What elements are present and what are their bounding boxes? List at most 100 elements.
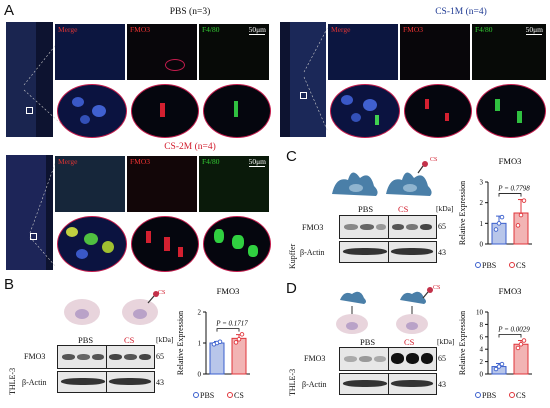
- data-point: [493, 227, 499, 232]
- overview-image-cs-2m: [6, 155, 53, 270]
- roi-marker: [30, 233, 37, 240]
- group-title-cs-1m: CS-1M (n=4): [435, 7, 487, 17]
- cs-marker-label: CS: [158, 290, 166, 296]
- data-point: [236, 337, 242, 342]
- treatment-cs-label: CS: [124, 335, 135, 345]
- zoom-guide-lines: [303, 26, 329, 133]
- western-blot-actin: [57, 371, 155, 393]
- legend-label-cs: CS: [234, 391, 244, 400]
- mw-65: 65: [156, 352, 164, 361]
- scale-bar-label: 50μm: [525, 25, 543, 34]
- mw-43: 43: [156, 378, 164, 387]
- data-point: [217, 339, 223, 345]
- bar-cs: [513, 212, 529, 245]
- significance-bracket: [498, 334, 522, 338]
- data-point: [518, 212, 524, 218]
- data-point: [496, 221, 502, 226]
- band-label-fmo3: FMO3: [302, 223, 324, 232]
- bar-chart-c: FMO3 Relative Expression 0 1 2 3 P = 0.7798 PBS…: [458, 156, 532, 270]
- data-point: [515, 223, 521, 228]
- y-tick-label: 8: [480, 321, 484, 329]
- legend-label-cs: CS: [516, 261, 526, 270]
- cs-marker-label: CS: [430, 157, 438, 163]
- hepatocyte-cartoon: [64, 291, 159, 325]
- legend-label-pbs: PBS: [200, 391, 214, 400]
- scale-bar-label: 50μm: [248, 157, 266, 166]
- zoom-circle-f480-cs-1m: [476, 84, 546, 138]
- legend-label-pbs: PBS: [482, 391, 496, 400]
- panel-letter-d: D: [286, 280, 297, 297]
- chart-title: FMO3: [499, 156, 522, 166]
- scale-bar-label: 50μm: [248, 25, 266, 34]
- roi-marker: [300, 92, 307, 99]
- legend-marker-cs: [227, 392, 233, 398]
- band-label-actin: β-Actin: [300, 248, 325, 257]
- image-merge-pbs: Merge: [55, 24, 125, 80]
- band-label-fmo3: FMO3: [24, 352, 46, 361]
- mw-43: 43: [438, 380, 446, 389]
- data-point: [233, 340, 239, 345]
- y-tick-label: 10: [476, 309, 484, 317]
- p-value-label: P = 0.0029: [497, 326, 530, 334]
- y-axis-label: Relative Expression: [458, 181, 467, 245]
- chart-title: FMO3: [217, 286, 240, 296]
- zoom-guide-lines: [29, 160, 57, 268]
- zoom-circle-fmo3-cs-1m: [404, 84, 472, 138]
- treatment-pbs-label: PBS: [78, 335, 94, 345]
- data-point: [518, 341, 524, 347]
- image-fmo3-pbs: FMO3: [127, 24, 197, 80]
- legend-marker-cs: [509, 392, 515, 398]
- western-blot-fmo3: [339, 347, 437, 371]
- y-tick-label: 3: [480, 179, 484, 187]
- treatment-pbs-label: PBS: [358, 204, 374, 214]
- zoom-circle-merge-pbs: [57, 84, 127, 138]
- mw-65: 65: [438, 354, 446, 363]
- coculture-cartoon: [336, 287, 433, 334]
- legend-marker-pbs: [193, 392, 199, 398]
- band-label-fmo3: FMO3: [304, 354, 326, 363]
- group-title-pbs: PBS (n=3): [169, 7, 211, 17]
- data-point: [499, 361, 505, 367]
- western-blot-fmo3: [57, 345, 155, 369]
- roi-marker: [26, 107, 33, 114]
- bar-chart-d: FMO3 Relative Expression 0 2 4 6 8 10 P = 0.0029…: [458, 286, 532, 400]
- kupffer-cell-cartoon: [332, 161, 432, 196]
- treatment-cs-label: CS: [404, 337, 415, 347]
- image-merge-cs-2m: Merge: [55, 156, 125, 212]
- zoom-circle-fmo3-pbs: [131, 84, 199, 138]
- panel-letter-c: C: [286, 148, 297, 165]
- panel-letter-b: B: [4, 276, 15, 293]
- data-point: [493, 366, 499, 372]
- p-value-label: P = 0.1717: [215, 320, 248, 328]
- bar-pbs: [209, 342, 225, 375]
- image-fmo3-cs-2m: FMO3: [127, 156, 197, 212]
- legend-label-cs: CS: [516, 391, 526, 400]
- data-point: [496, 364, 502, 369]
- bar-pbs: [491, 222, 507, 245]
- y-tick-label: 6: [480, 333, 484, 341]
- zoom-circle-f480-cs-2m: [203, 216, 271, 272]
- image-f480-cs-1m: F4/80 50μm: [472, 24, 546, 80]
- y-tick-label: 0: [198, 371, 202, 379]
- y-axis-label: Relative Expression: [458, 311, 467, 375]
- data-point: [521, 198, 527, 203]
- legend-marker-cs: [509, 262, 515, 268]
- legend-marker-pbs: [475, 262, 481, 268]
- cs-marker-label: CS: [433, 285, 441, 291]
- significance-bracket: [216, 328, 240, 332]
- bar-chart-b: FMO3 Relative Expression 0 1 2 P = 0.1717 PBS C…: [176, 286, 250, 400]
- chart-title: FMO3: [499, 286, 522, 296]
- y-tick-label: 2: [480, 358, 484, 366]
- legend-label-pbs: PBS: [482, 261, 496, 270]
- data-point: [521, 338, 527, 343]
- y-axis-label: Relative Expression: [176, 311, 185, 375]
- data-point: [499, 214, 505, 220]
- western-blot-actin: [339, 373, 437, 395]
- band-label-actin: β-Actin: [302, 380, 327, 389]
- significance-bracket: [498, 193, 522, 197]
- data-point: [515, 345, 521, 351]
- mw-65: 65: [438, 222, 446, 231]
- zoom-circle-merge-cs-1m: [330, 84, 400, 138]
- treatment-pbs-label: PBS: [360, 337, 376, 347]
- kda-label: [kDa]: [156, 335, 174, 344]
